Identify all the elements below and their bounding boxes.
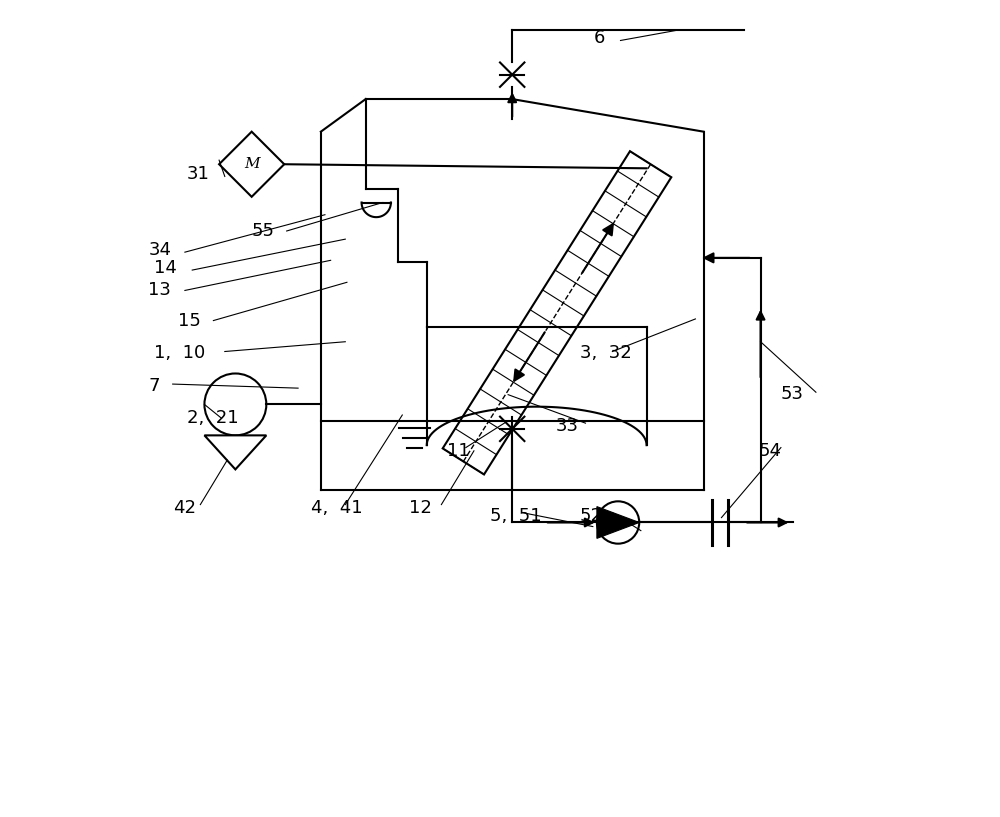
Text: 11: 11 (447, 442, 470, 460)
Text: 53: 53 (781, 385, 804, 403)
Text: 42: 42 (173, 499, 196, 517)
Text: 2,  21: 2, 21 (187, 409, 238, 427)
Text: 14: 14 (154, 260, 177, 278)
Text: 6: 6 (594, 29, 605, 47)
Text: 7: 7 (148, 377, 160, 395)
Text: 12: 12 (409, 499, 432, 517)
Text: 31: 31 (187, 165, 209, 183)
Text: 15: 15 (178, 311, 201, 329)
Text: 54: 54 (759, 442, 782, 460)
Text: 33: 33 (555, 417, 578, 435)
Circle shape (204, 373, 266, 435)
Polygon shape (597, 507, 639, 538)
Polygon shape (204, 435, 266, 470)
Text: 5,  51: 5, 51 (490, 507, 542, 525)
Text: 3,  32: 3, 32 (580, 344, 632, 362)
Circle shape (597, 502, 639, 543)
Text: 4,  41: 4, 41 (311, 499, 363, 517)
Polygon shape (219, 132, 284, 197)
Text: M: M (244, 157, 259, 172)
Text: 55: 55 (252, 222, 275, 240)
Text: 1,  10: 1, 10 (154, 344, 205, 362)
Text: 34: 34 (148, 241, 171, 259)
Text: 52: 52 (580, 507, 603, 525)
Text: 13: 13 (148, 281, 171, 300)
